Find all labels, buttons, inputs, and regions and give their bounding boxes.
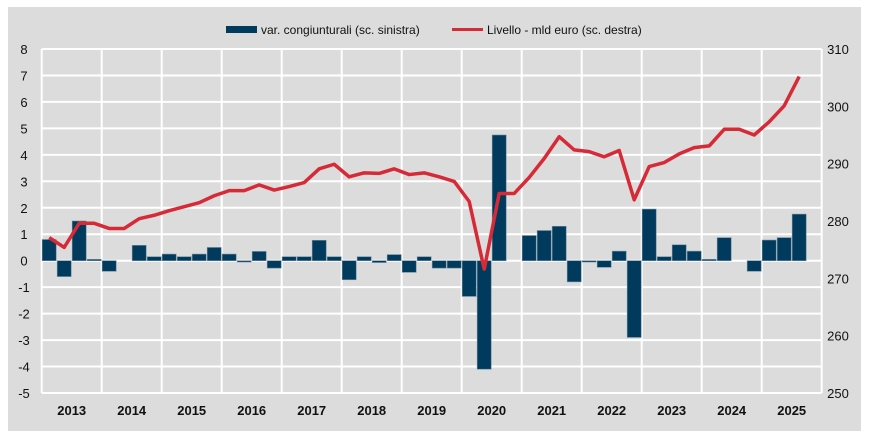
left-tick-label: 0 xyxy=(20,254,27,269)
left-tick-label: -3 xyxy=(18,333,30,348)
x-tick-label: 2016 xyxy=(237,403,266,418)
left-tick-label: -5 xyxy=(18,386,30,401)
x-tick-label: 2015 xyxy=(177,403,206,418)
bar xyxy=(371,260,387,263)
gridlines xyxy=(40,48,823,394)
bar xyxy=(221,253,237,261)
right-tick-label: 300 xyxy=(827,99,849,114)
bar xyxy=(251,251,267,261)
x-tick-label: 2024 xyxy=(717,403,747,418)
bar xyxy=(101,260,117,272)
left-tick-label: 3 xyxy=(20,174,27,189)
x-tick-label: 2020 xyxy=(477,403,506,418)
x-tick-label: 2018 xyxy=(357,403,386,418)
bar xyxy=(266,260,282,269)
bar xyxy=(776,237,792,261)
bar xyxy=(461,260,477,297)
right-tick-label: 290 xyxy=(827,157,849,172)
left-axis: -5 -4 -3 -2 -1 0 1 2 3 4 5 6 7 8 xyxy=(18,42,30,401)
bar xyxy=(716,237,732,261)
bar xyxy=(326,256,342,261)
bar xyxy=(206,247,222,261)
bar xyxy=(176,256,192,261)
right-tick-label: 280 xyxy=(827,214,849,229)
right-tick-label: 310 xyxy=(827,42,849,57)
bar xyxy=(401,260,417,273)
bar xyxy=(56,260,72,277)
right-tick-label: 260 xyxy=(827,329,849,344)
left-tick-label: 4 xyxy=(20,148,27,163)
bar xyxy=(626,260,642,338)
bar xyxy=(686,250,702,261)
right-tick-label: 250 xyxy=(827,386,849,401)
x-tick-label: 2025 xyxy=(777,403,806,418)
bar xyxy=(71,220,87,261)
right-axis: 250 260 270 280 290 300 310 xyxy=(827,42,849,401)
bar xyxy=(131,245,147,261)
line-series xyxy=(48,75,801,271)
bar xyxy=(656,256,672,261)
bar xyxy=(761,239,777,261)
right-tick-label: 270 xyxy=(827,271,849,286)
bar xyxy=(596,260,612,268)
bar xyxy=(311,240,327,261)
x-tick-label: 2021 xyxy=(537,403,566,418)
left-tick-label: 1 xyxy=(20,227,27,242)
bar xyxy=(296,256,312,261)
legend-label-bars: var. congiunturali (sc. sinistra) xyxy=(261,23,420,37)
x-tick-label: 2013 xyxy=(57,403,86,418)
bar xyxy=(341,260,357,281)
bar xyxy=(146,256,162,261)
x-tick-label: 2022 xyxy=(597,403,626,418)
legend: var. congiunturali (sc. sinistra) Livell… xyxy=(226,23,642,37)
bar xyxy=(611,250,627,261)
bar xyxy=(356,256,372,261)
left-tick-label: 7 xyxy=(20,68,27,83)
bar xyxy=(476,260,492,370)
x-tick-label: 2019 xyxy=(417,403,446,418)
bar xyxy=(386,254,402,261)
bar xyxy=(431,260,447,269)
legend-swatch-bars xyxy=(226,26,257,33)
bar xyxy=(746,260,762,272)
bar xyxy=(86,259,102,261)
left-tick-label: -1 xyxy=(18,280,30,295)
bar xyxy=(416,256,432,261)
legend-label-line: Livello - mld euro (sc. destra) xyxy=(487,23,642,37)
left-tick-label: 6 xyxy=(20,95,27,110)
bar xyxy=(281,256,297,261)
bar xyxy=(551,225,567,261)
bar xyxy=(671,244,687,261)
x-tick-label: 2017 xyxy=(297,403,326,418)
left-tick-label: 5 xyxy=(20,121,27,136)
x-tick-label: 2014 xyxy=(117,403,147,418)
bar xyxy=(536,230,552,261)
bar xyxy=(191,253,207,261)
x-axis: 2013 2014 2015 2016 2017 2018 2019 2020 2021 2022… xyxy=(57,403,806,418)
bar xyxy=(641,208,657,261)
left-tick-label: -2 xyxy=(18,307,30,322)
chart-background xyxy=(8,7,861,431)
bar xyxy=(566,260,582,283)
bar xyxy=(161,253,177,261)
bar xyxy=(581,260,597,263)
left-tick-label: 8 xyxy=(20,42,27,57)
bar xyxy=(701,259,717,261)
left-tick-label: 2 xyxy=(20,201,27,216)
x-tick-label: 2023 xyxy=(657,403,686,418)
bar xyxy=(521,235,537,261)
bar xyxy=(791,213,807,261)
bar-series xyxy=(41,134,807,370)
bar xyxy=(236,260,252,263)
left-tick-label: -4 xyxy=(18,360,30,375)
bar xyxy=(446,260,462,269)
